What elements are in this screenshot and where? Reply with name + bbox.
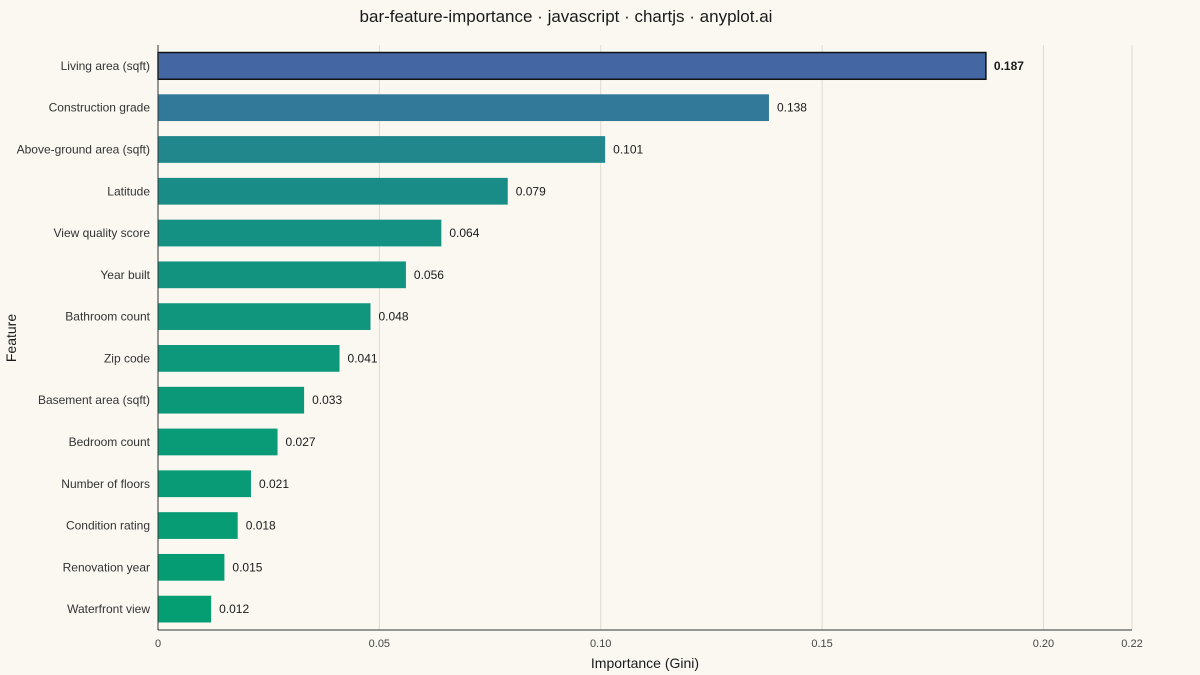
category-label: Renovation year [63, 560, 150, 574]
value-label: 0.012 [219, 602, 249, 616]
bar [158, 595, 212, 623]
value-label: 0.027 [286, 435, 316, 449]
bar [158, 512, 238, 539]
value-label: 0.033 [312, 393, 342, 407]
bar [158, 386, 305, 414]
category-label: Latitude [107, 184, 150, 198]
category-label: View quality score [54, 226, 151, 240]
category-label: Waterfront view [67, 602, 150, 616]
bar [158, 261, 406, 289]
category-label: Living area (sqft) [61, 59, 150, 73]
chart-title: bar-feature-importance · javascript · ch… [360, 7, 773, 26]
labels: 0 0.05 0.10 0.15 0.20 0.22 Living area (sqft) 0… [17, 59, 1143, 650]
bar [157, 51, 987, 81]
bar [158, 136, 606, 163]
x-tick-label: 0.22 [1121, 638, 1142, 650]
bar [158, 303, 371, 330]
bar [158, 219, 442, 247]
category-label: Condition rating [66, 519, 150, 533]
value-label: 0.056 [414, 268, 444, 282]
category-label: Year built [100, 268, 150, 282]
bar [158, 428, 278, 456]
x-tick-label: 0.10 [590, 638, 611, 650]
value-label: 0.021 [259, 477, 289, 491]
x-tick-label: 0.15 [811, 638, 832, 650]
x-tick-label: 0.20 [1033, 638, 1054, 650]
y-axis-title: Feature [3, 314, 19, 362]
category-label: Above-ground area (sqft) [17, 142, 150, 156]
bar [158, 345, 340, 372]
value-label: 0.064 [449, 226, 479, 240]
category-label: Bedroom count [69, 435, 151, 449]
bar [158, 553, 225, 581]
x-tick-label: 0.05 [369, 638, 390, 650]
category-label: Zip code [104, 351, 150, 365]
value-label: 0.041 [348, 351, 378, 365]
value-label: 0.138 [777, 101, 807, 115]
bar [158, 470, 251, 498]
value-label: 0.101 [613, 142, 643, 156]
value-label: 0.018 [246, 519, 276, 533]
category-label: Bathroom count [65, 310, 150, 324]
value-label: 0.048 [379, 310, 409, 324]
category-label: Construction grade [49, 101, 151, 115]
gridlines [378, 45, 1133, 630]
category-label: Number of floors [61, 477, 150, 491]
x-tick-label: 0 [155, 638, 161, 650]
category-label: Basement area (sqft) [38, 393, 150, 407]
bar [158, 94, 769, 122]
value-label: 0.015 [232, 560, 262, 574]
value-label: 0.079 [516, 184, 546, 198]
bars [157, 51, 987, 623]
axes [157, 45, 1132, 631]
bar [158, 177, 508, 205]
value-label: 0.187 [994, 59, 1024, 73]
x-axis-title: Importance (Gini) [591, 655, 699, 671]
